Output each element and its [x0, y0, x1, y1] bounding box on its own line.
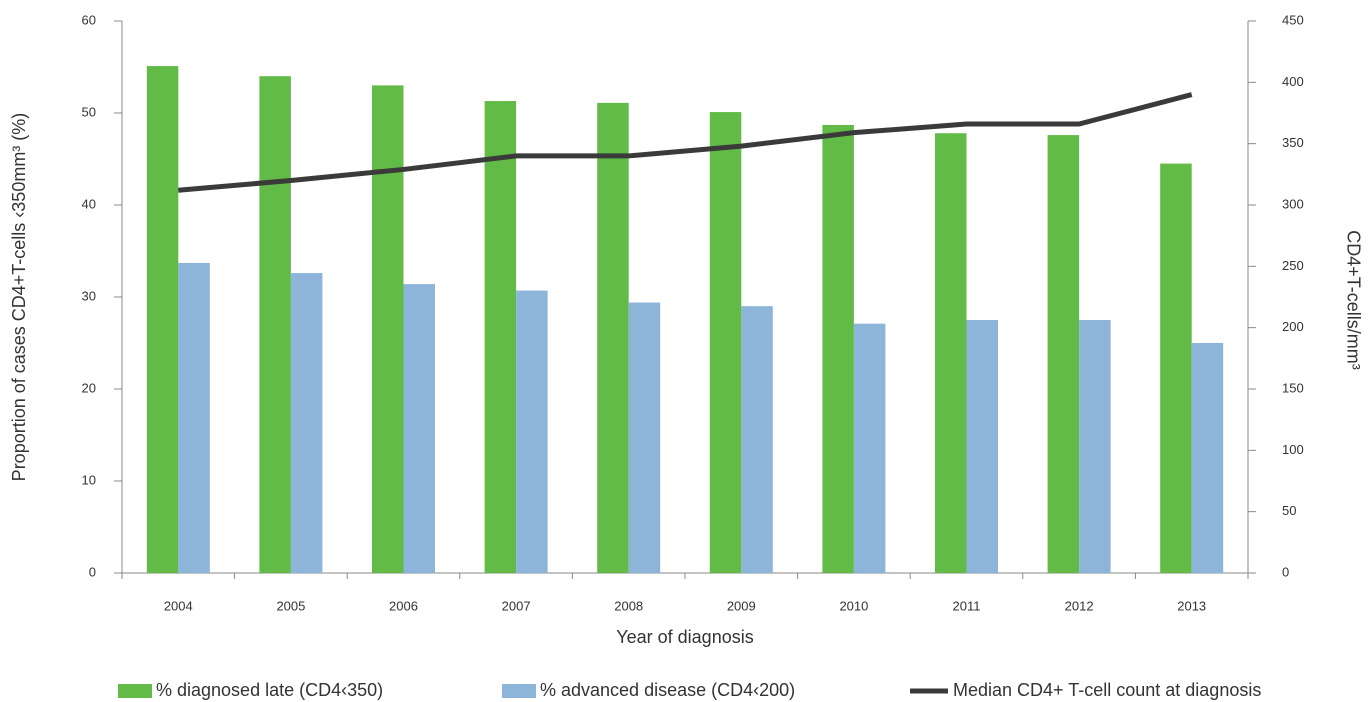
x-axis-title: Year of diagnosis	[616, 627, 753, 647]
y-tick-label: 40	[82, 196, 96, 211]
y2-tick-label: 450	[1282, 12, 1304, 27]
x-tick-label: 2008	[614, 598, 643, 613]
bar	[372, 85, 404, 574]
x-tick-label: 2007	[502, 598, 531, 613]
y2-tick-label: 0	[1282, 564, 1289, 579]
bar	[178, 262, 210, 573]
y-tick-label: 30	[82, 288, 96, 303]
y2-tick-label: 300	[1282, 196, 1304, 211]
bar	[935, 133, 967, 574]
bar	[1047, 135, 1080, 573]
x-tick-label: 2006	[389, 598, 418, 613]
y2-tick-label: 200	[1282, 319, 1304, 334]
bar	[741, 306, 773, 573]
bar	[966, 320, 998, 573]
y2-tick-label: 350	[1282, 135, 1304, 150]
y-tick-label: 20	[82, 380, 96, 395]
bar	[1160, 163, 1192, 573]
y2-tick-label: 50	[1282, 503, 1296, 518]
legend-swatch	[502, 684, 536, 698]
x-tick-label: 2013	[1177, 598, 1206, 613]
bar	[290, 273, 323, 573]
y-tick-label: 10	[82, 472, 96, 487]
line	[178, 92, 1193, 193]
bar	[1191, 343, 1224, 573]
bar	[597, 102, 629, 573]
x-tick-label: 2005	[276, 598, 305, 613]
y2-tick-label: 400	[1282, 74, 1304, 89]
bar	[516, 290, 548, 573]
legend-label: Median CD4+ T-cell count at diagnosis	[953, 680, 1261, 700]
legend-label: % diagnosed late (CD4‹350)	[156, 680, 383, 700]
x-tick-label: 2012	[1065, 598, 1094, 613]
y2-axis-title: CD4+T-cells/mm³	[1343, 230, 1363, 370]
bar	[403, 284, 435, 573]
bar	[484, 101, 517, 573]
bar	[259, 76, 291, 573]
legend-label: % advanced disease (CD4‹200)	[540, 680, 795, 700]
y-tick-label: 50	[82, 104, 96, 119]
bar	[628, 302, 661, 573]
bar	[822, 124, 854, 574]
bar	[853, 323, 886, 573]
y2-tick-label: 100	[1282, 442, 1304, 457]
x-tick-label: 2004	[164, 598, 193, 613]
y-tick-label: 60	[82, 12, 96, 27]
y-axis-title: Proportion of cases CD4+T-cells ‹350mm³ …	[9, 113, 29, 482]
bar	[146, 66, 179, 573]
bar	[1079, 320, 1111, 573]
x-tick-label: 2010	[839, 598, 868, 613]
legend-swatch	[118, 684, 152, 698]
x-tick-label: 2011	[953, 598, 981, 613]
y2-tick-label: 150	[1282, 380, 1304, 395]
x-tick-label: 2009	[727, 598, 756, 613]
y-tick-label: 0	[89, 564, 96, 579]
y2-tick-label: 250	[1282, 258, 1304, 273]
bar	[709, 112, 742, 573]
